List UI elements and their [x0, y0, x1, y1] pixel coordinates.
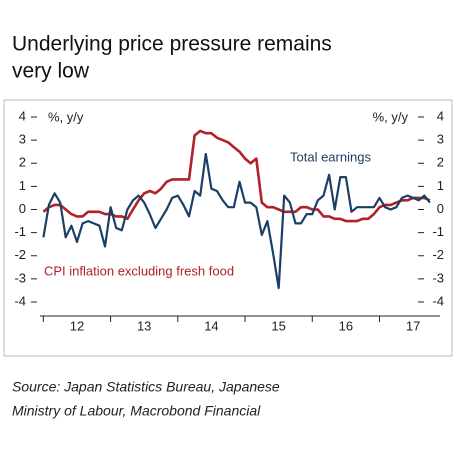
- y2-tick-label: 1: [437, 178, 444, 193]
- y-tick-label: 3: [19, 132, 26, 147]
- y2-tick-label: -1: [432, 224, 444, 239]
- y2-tick-label: 0: [437, 201, 444, 216]
- chart-title: very low: [12, 60, 90, 83]
- y-tick-label: -3: [14, 270, 26, 285]
- series-line: [42, 152, 431, 290]
- y2-tick-label: 2: [437, 155, 444, 170]
- y-tick-label: 2: [19, 155, 26, 170]
- x-tick-label: 17: [406, 318, 420, 333]
- x-tick-label: 12: [70, 318, 84, 333]
- chart-title: Underlying price pressure remains: [12, 33, 332, 56]
- y-tick-label: 0: [19, 201, 26, 216]
- y2-tick-label: -2: [432, 247, 444, 262]
- y2-tick-label: -3: [432, 270, 444, 285]
- y2-axis-label: %, y/y: [373, 109, 409, 124]
- series-line: [42, 129, 431, 223]
- source: Ministry of Labour, Macrobond Financial: [12, 403, 261, 419]
- y-axis-label: %, y/y: [48, 109, 84, 124]
- x-tick-label: 16: [339, 318, 353, 333]
- y-tick-label: 1: [19, 178, 26, 193]
- y2-tick-label: 4: [437, 108, 444, 123]
- series-label: CPI inflation excluding fresh food: [44, 263, 234, 278]
- x-tick-label: 14: [204, 318, 218, 333]
- y2-tick-label: 3: [437, 132, 444, 147]
- x-tick-label: 13: [137, 318, 151, 333]
- source: Source: Japan Statistics Bureau, Japanes…: [12, 379, 280, 395]
- series-label: Total earnings: [290, 149, 371, 164]
- x-tick-label: 15: [271, 318, 285, 333]
- y-tick-label: 4: [19, 108, 26, 123]
- y-tick-label: -4: [14, 293, 26, 308]
- y-tick-label: -2: [14, 247, 26, 262]
- y-tick-label: -1: [14, 224, 26, 239]
- y2-tick-label: -4: [432, 293, 444, 308]
